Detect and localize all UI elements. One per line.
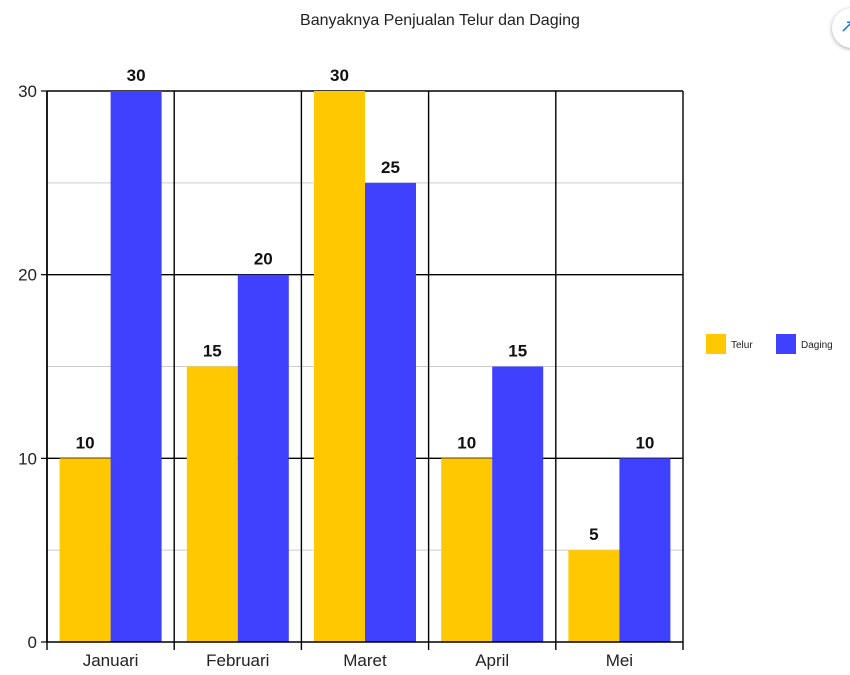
data-label: 5 xyxy=(589,525,598,544)
x-category-label: April xyxy=(475,651,509,670)
bar-telur-februari xyxy=(186,366,238,642)
label-layer: 10 30 Januari 15 20 Februari 30 25 Maret 10 15 Apri… xyxy=(76,66,655,670)
legend: Telur Daging xyxy=(706,334,833,354)
legend-label-daging: Daging xyxy=(801,340,833,351)
bar-telur-april xyxy=(441,458,493,642)
x-category-label: Maret xyxy=(343,651,387,670)
bar-daging-januari xyxy=(110,91,162,642)
share-widget[interactable]: ↗ xyxy=(832,8,850,48)
y-tick-label: 20 xyxy=(18,266,37,285)
data-label: 10 xyxy=(457,433,476,452)
y-tick-label: 10 xyxy=(18,449,37,468)
bar-telur-mei xyxy=(568,550,620,642)
data-label: 15 xyxy=(203,342,222,361)
axis-layer: 0 10 20 30 xyxy=(18,82,683,652)
legend-swatch-daging xyxy=(776,334,796,354)
bar-telur-januari xyxy=(59,458,111,642)
x-category-label: Februari xyxy=(206,651,269,670)
bar-daging-februari xyxy=(237,274,289,642)
data-label: 10 xyxy=(635,433,654,452)
bar-daging-april xyxy=(492,366,544,642)
data-label: 20 xyxy=(254,250,273,269)
legend-swatch-telur xyxy=(706,334,726,354)
bar-telur-maret xyxy=(314,91,365,642)
data-label: 25 xyxy=(381,158,400,177)
legend-label-telur: Telur xyxy=(731,340,753,351)
bar-layer xyxy=(59,91,671,643)
bar-daging-mei xyxy=(619,458,671,642)
y-tick-label: 0 xyxy=(28,633,37,652)
chart-title: Banyaknya Penjualan Telur dan Daging xyxy=(300,12,580,29)
data-label: 15 xyxy=(508,342,527,361)
bar-daging-maret xyxy=(365,182,416,643)
share-icon: ↗ xyxy=(840,16,850,37)
data-label: 10 xyxy=(76,433,95,452)
x-category-label: Januari xyxy=(83,651,139,670)
y-tick-label: 30 xyxy=(18,82,37,101)
x-category-label: Mei xyxy=(606,651,633,670)
data-label: 30 xyxy=(127,66,146,85)
data-label: 30 xyxy=(330,66,349,85)
